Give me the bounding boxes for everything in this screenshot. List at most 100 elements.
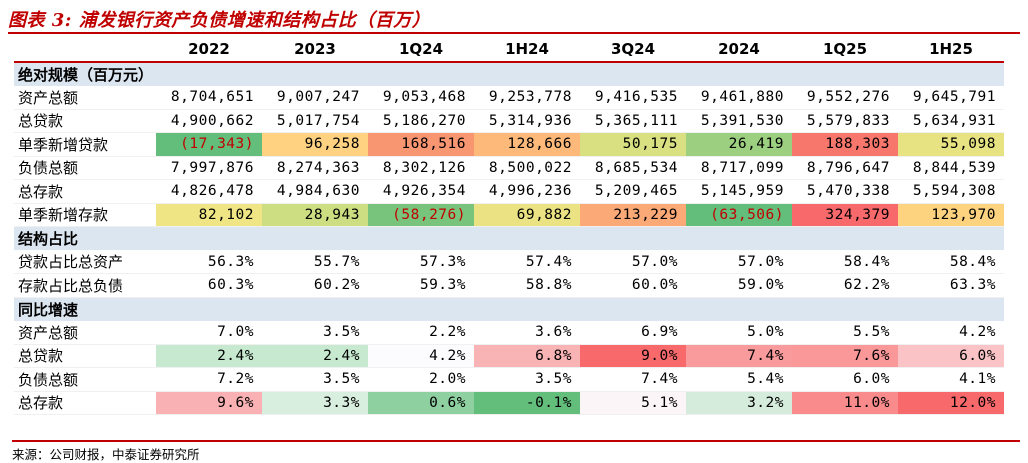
table-cell: 7,997,876 [156,156,262,180]
table-cell: 4.1% [898,367,1004,392]
table-cell: 82,102 [156,203,262,227]
table-cell: 59.0% [686,273,792,298]
table-row: 负债总额 7.2% 3.5% 2.0% 3.5% 7.4% 5.4% 6.0% 4.1% [14,367,1004,392]
table-cell: 5,314,936 [474,109,580,133]
table-cell: 128,666 [474,132,580,157]
table-cell: 9,007,247 [262,85,368,110]
table-cell: 63.3% [898,273,1004,298]
table-cell: 4,984,630 [262,179,368,204]
table-cell: 9.6% [156,391,262,415]
section-label: 绝对规模（百万元） [14,62,1004,86]
table-row: 单季新增贷款 (17,343) 96,258 168,516 128,666 50,175… [14,132,1004,157]
table-cell: 3.5% [474,367,580,392]
table-cell: 5,145,959 [686,179,792,204]
table-cell: 188,303 [792,132,898,157]
table-cell: 6.8% [474,344,580,368]
table-cell: 58.8% [474,273,580,298]
row-label: 总贷款 [14,344,156,368]
column-header: 1H24 [474,36,580,63]
table-cell: 55.7% [262,250,368,274]
column-header: 2023 [262,36,368,63]
source-note: 来源：公司财报，中泰证券研究所 [12,440,1020,462]
row-label: 总存款 [14,391,156,415]
table-cell: 59.3% [368,273,474,298]
table-cell: 5,579,833 [792,109,898,133]
table-row: 存款占比总负债 60.3% 60.2% 59.3% 58.8% 60.0% 59.0% 62.… [14,273,1004,298]
table-cell: 8,685,534 [580,156,686,180]
table-cell: 57.0% [686,250,792,274]
row-label: 总存款 [14,179,156,204]
table-cell: 5,470,338 [792,179,898,204]
table-cell: 6.0% [792,367,898,392]
table-cell: 4,926,354 [368,179,474,204]
table-cell: 5,594,308 [898,179,1004,204]
section-header-row: 同比增速 [14,297,1004,321]
table-cell: 4,996,236 [474,179,580,204]
section-label: 结构占比 [14,226,1004,250]
row-label: 资产总额 [14,85,156,110]
table-cell: 9.0% [580,344,686,368]
table-cell: 7.4% [686,344,792,368]
table-cell: 62.2% [792,273,898,298]
table-cell: 2.2% [368,320,474,345]
table-cell: 3.5% [262,320,368,345]
table-cell: 123,970 [898,203,1004,227]
table-cell: 58.4% [898,250,1004,274]
table-row: 贷款占比总资产 56.3% 55.7% 57.3% 57.4% 57.0% 57.0% 58.… [14,250,1004,274]
table-cell: 9,645,791 [898,85,1004,110]
table-cell: 7.2% [156,367,262,392]
column-header: 1H25 [898,36,1004,63]
table-cell: 8,717,099 [686,156,792,180]
section-header-row: 结构占比 [14,226,1004,250]
table-cell: 5.4% [686,367,792,392]
table-cell: 96,258 [262,132,368,157]
table-cell: 324,379 [792,203,898,227]
table-cell: 5,365,111 [580,109,686,133]
row-label: 负债总额 [14,367,156,392]
data-table: 2022 2023 1Q24 1H24 3Q24 2024 1Q25 1H25 … [14,36,1004,415]
table-cell: 60.3% [156,273,262,298]
table-cell: 9,253,778 [474,85,580,110]
table-cell: 4.2% [368,344,474,368]
table-cell: 8,796,647 [792,156,898,180]
table-cell: 9,416,535 [580,85,686,110]
section-header-row: 绝对规模（百万元） [14,62,1004,86]
table-cell: 28,943 [262,203,368,227]
table-cell: 6.9% [580,320,686,345]
table-row: 总存款 4,826,478 4,984,630 4,926,354 4,996,236 5… [14,179,1004,204]
table-cell: 2.4% [156,344,262,368]
column-header: 1Q24 [368,36,474,63]
table-cell: 213,229 [580,203,686,227]
table-row: 单季新增存款 82,102 28,943 (58,276) 69,882 213,229(… [14,203,1004,227]
figure-title-bar: 图表 3: 浦发银行资产负债增速和结构占比（百万） [8,6,1020,34]
table-cell: 7.6% [792,344,898,368]
table-cell: 168,516 [368,132,474,157]
table-cell: 3.2% [686,391,792,415]
table-cell: 2.4% [262,344,368,368]
row-label: 存款占比总负债 [14,273,156,298]
table-cell: 8,500,022 [474,156,580,180]
table-cell: 11.0% [792,391,898,415]
table-cell: 5,017,754 [262,109,368,133]
table-cell: 5,391,530 [686,109,792,133]
table-cell: 55,098 [898,132,1004,157]
table-cell: 8,704,651 [156,85,262,110]
table-cell: 56.3% [156,250,262,274]
table-cell: 3.6% [474,320,580,345]
table-cell: 5,186,270 [368,109,474,133]
table-cell: 7.0% [156,320,262,345]
row-label: 单季新增存款 [14,203,156,227]
table-cell: 5,634,931 [898,109,1004,133]
table-cell: 60.0% [580,273,686,298]
column-header [14,36,156,63]
row-label: 单季新增贷款 [14,132,156,157]
table-cell: 26,419 [686,132,792,157]
table-cell: 5.5% [792,320,898,345]
table-cell: 5.1% [580,391,686,415]
table-cell: 8,274,363 [262,156,368,180]
column-header: 3Q24 [580,36,686,63]
table-cell: 57.4% [474,250,580,274]
table-cell: 9,461,880 [686,85,792,110]
section-label: 同比增速 [14,297,1004,321]
table-cell: 50,175 [580,132,686,157]
